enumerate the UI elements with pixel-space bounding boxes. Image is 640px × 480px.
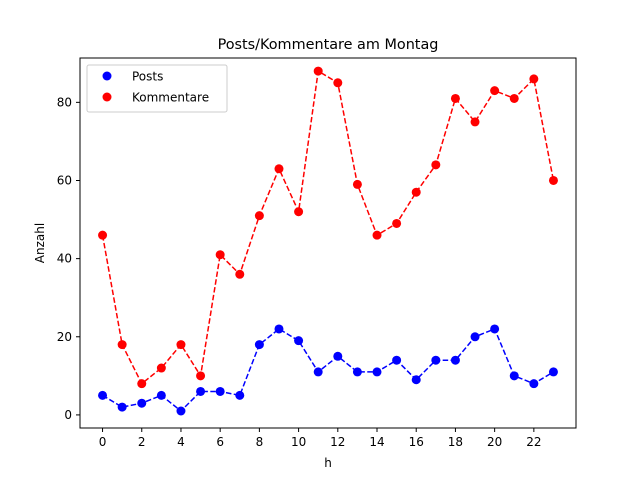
data-point-posts: [411, 375, 421, 385]
data-point-posts: [352, 367, 362, 377]
data-point-kommentare: [333, 78, 343, 88]
data-point-kommentare: [490, 86, 500, 96]
data-point-posts: [548, 367, 558, 377]
data-point-posts: [313, 367, 323, 377]
data-point-kommentare: [392, 218, 402, 228]
data-point-kommentare: [470, 117, 480, 127]
data-point-posts: [392, 355, 402, 365]
data-point-posts: [156, 390, 166, 400]
data-point-posts: [294, 336, 304, 346]
data-point-posts: [117, 402, 127, 412]
data-point-kommentare: [294, 207, 304, 217]
data-point-kommentare: [411, 187, 421, 197]
legend: Posts Kommentare: [86, 64, 228, 113]
y-tick-label: 60: [57, 173, 72, 187]
data-point-posts: [254, 340, 264, 350]
plot-frame: [79, 57, 577, 429]
data-point-kommentare: [450, 93, 460, 103]
series-layer: [98, 66, 558, 416]
x-axis-label: h: [324, 456, 332, 470]
data-point-kommentare: [254, 211, 264, 221]
data-point-kommentare: [235, 269, 245, 279]
data-point-posts: [215, 386, 225, 396]
data-point-kommentare: [98, 230, 108, 240]
data-point-kommentare: [529, 74, 539, 84]
legend-label: Posts: [132, 70, 163, 84]
y-tick-label: 0: [64, 408, 72, 422]
data-point-posts: [137, 398, 147, 408]
data-point-kommentare: [372, 230, 382, 240]
series-line-kommentare: [101, 69, 555, 385]
x-axis: 0 2 4 6 8 10 12 14 16 18 20 22: [99, 428, 541, 449]
y-tick-label: 80: [57, 95, 72, 109]
legend-marker: [102, 92, 112, 102]
data-point-kommentare: [431, 160, 441, 170]
data-point-kommentare: [137, 379, 147, 389]
data-point-posts: [529, 379, 539, 389]
x-tick-label: 6: [216, 435, 224, 449]
data-point-posts: [176, 406, 186, 416]
data-point-posts: [274, 324, 284, 334]
y-axis-label: Anzahl: [33, 223, 47, 263]
x-tick-label: 2: [138, 435, 146, 449]
legend-label: Kommentare: [132, 91, 209, 105]
data-point-kommentare: [117, 340, 127, 350]
legend-box: [86, 64, 228, 113]
x-tick-label: 20: [487, 435, 502, 449]
data-point-posts: [98, 390, 108, 400]
data-point-kommentare: [548, 175, 558, 185]
x-tick-label: 10: [291, 435, 306, 449]
data-point-posts: [196, 386, 206, 396]
x-tick-label: 14: [369, 435, 384, 449]
data-point-posts: [450, 355, 460, 365]
data-point-kommentare: [196, 371, 206, 381]
legend-marker: [102, 71, 112, 81]
x-tick-label: 8: [256, 435, 264, 449]
data-point-posts: [372, 367, 382, 377]
x-tick-label: 0: [99, 435, 107, 449]
data-point-posts: [431, 355, 441, 365]
data-point-posts: [333, 351, 343, 361]
x-tick-label: 18: [448, 435, 463, 449]
data-point-kommentare: [313, 66, 323, 76]
data-point-posts: [235, 390, 245, 400]
y-axis: 0 20 40 60 80: [57, 95, 80, 422]
x-tick-label: 22: [526, 435, 541, 449]
x-tick-label: 16: [409, 435, 424, 449]
data-point-posts: [470, 332, 480, 342]
data-point-posts: [509, 371, 519, 381]
y-tick-label: 40: [57, 252, 72, 266]
x-tick-label: 4: [177, 435, 185, 449]
data-point-kommentare: [156, 363, 166, 373]
data-point-kommentare: [176, 340, 186, 350]
chart-title: Posts/Kommentare am Montag: [218, 37, 439, 53]
data-point-kommentare: [274, 164, 284, 174]
data-point-kommentare: [215, 250, 225, 260]
data-point-posts: [490, 324, 500, 334]
data-point-kommentare: [352, 179, 362, 189]
plot-area: [80, 58, 576, 428]
data-point-kommentare: [509, 93, 519, 103]
x-tick-label: 12: [330, 435, 345, 449]
y-tick-label: 20: [57, 330, 72, 344]
